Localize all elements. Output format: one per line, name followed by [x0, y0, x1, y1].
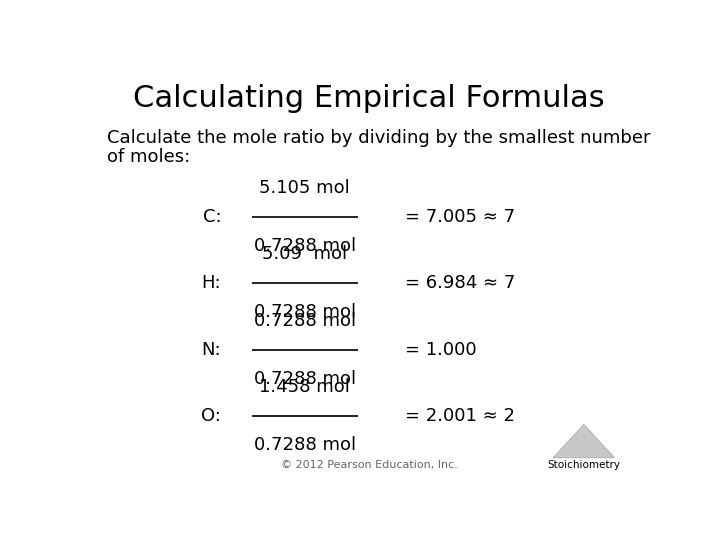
Text: = 2.001 ≈ 2: = 2.001 ≈ 2: [405, 407, 516, 425]
Text: = 6.984 ≈ 7: = 6.984 ≈ 7: [405, 274, 516, 292]
Text: 0.7288 mol: 0.7288 mol: [253, 237, 356, 254]
Text: H:: H:: [202, 274, 221, 292]
Text: Calculate the mole ratio by dividing by the smallest number: Calculate the mole ratio by dividing by …: [107, 129, 650, 147]
Text: 0.7288 mol: 0.7288 mol: [253, 303, 356, 321]
Text: = 1.000: = 1.000: [405, 341, 477, 359]
Polygon shape: [553, 424, 615, 458]
Text: Calculating Empirical Formulas: Calculating Empirical Formulas: [133, 84, 605, 112]
Text: 0.7288 mol: 0.7288 mol: [253, 436, 356, 454]
Text: 5.105 mol: 5.105 mol: [259, 179, 350, 197]
Text: of moles:: of moles:: [107, 148, 190, 166]
Text: N:: N:: [202, 341, 221, 359]
Text: O:: O:: [202, 407, 221, 425]
Text: Stoichiometry: Stoichiometry: [547, 460, 621, 470]
Text: = 7.005 ≈ 7: = 7.005 ≈ 7: [405, 207, 516, 226]
Text: 0.7288 mol: 0.7288 mol: [253, 312, 356, 329]
Text: 0.7288 mol: 0.7288 mol: [253, 369, 356, 388]
Text: 1.458 mol: 1.458 mol: [259, 378, 350, 396]
Text: C:: C:: [202, 207, 221, 226]
Text: © 2012 Pearson Education, Inc.: © 2012 Pearson Education, Inc.: [281, 460, 457, 470]
Text: 5.09  mol: 5.09 mol: [262, 245, 347, 263]
